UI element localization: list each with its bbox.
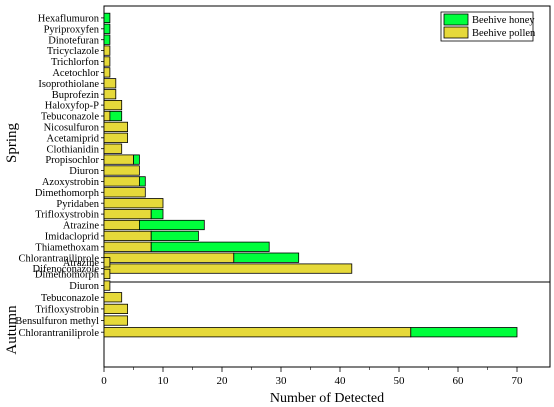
bar-honey-spring-chlorantraniliprole bbox=[233, 252, 300, 263]
category-label-spring-chlorantraniliprole: Chlorantraniliprole bbox=[19, 253, 100, 264]
x-tick-label: 0 bbox=[101, 375, 107, 387]
bar-pollen-spring-diuron bbox=[103, 165, 140, 176]
bar-pollen-spring-atrazine bbox=[103, 219, 140, 231]
legend-swatch-pollen bbox=[443, 26, 469, 39]
category-label-spring-imidacloprid: Imidacloprid bbox=[45, 232, 100, 243]
bar-pollen-spring-buprofezin bbox=[103, 89, 117, 100]
category-label-autumn-bensulfuron-methyl: Bensulfuron methyl bbox=[15, 316, 99, 327]
bar-honey-spring-pyriproxyfen bbox=[103, 23, 111, 34]
category-label-spring-clothianidin: Clothianidin bbox=[47, 144, 100, 155]
bar-pollen-autumn-chlorantraniliprole bbox=[103, 327, 412, 338]
category-label-spring-thiamethoxam: Thiamethoxam bbox=[35, 242, 99, 253]
category-label-autumn-chlorantraniliprole: Chlorantraniliprole bbox=[19, 328, 100, 339]
bar-pollen-spring-chlorantraniliprole bbox=[103, 252, 235, 263]
bar-pollen-autumn-diuron bbox=[103, 280, 111, 291]
group-label-autumn: Autumn bbox=[4, 305, 20, 355]
category-label-spring-isoprothiolane: Isoprothiolane bbox=[38, 79, 99, 90]
bar-pollen-spring-trifloxystrobin bbox=[103, 208, 152, 220]
bar-honey-spring-imidacloprid bbox=[150, 230, 199, 241]
bar-honey-spring-propisochlor bbox=[133, 154, 140, 165]
bar-pollen-spring-trichlorfon bbox=[103, 56, 111, 67]
bar-pollen-autumn-trifloxystrobin bbox=[103, 303, 129, 315]
bar-pollen-autumn-atrazine bbox=[103, 257, 111, 268]
x-tick-label: 30 bbox=[276, 375, 288, 387]
x-tick-label: 60 bbox=[453, 375, 465, 387]
category-label-autumn-dimethomorph: Dimethomorph bbox=[35, 270, 100, 281]
bar-pollen-spring-tebuconazole bbox=[103, 110, 111, 122]
category-label-spring-azoxystrobin: Azoxystrobin bbox=[42, 177, 100, 188]
bar-honey-spring-azoxystrobin bbox=[138, 176, 146, 187]
x-tick-label: 50 bbox=[394, 375, 406, 387]
bar-pollen-spring-clothianidin bbox=[103, 143, 123, 154]
category-label-spring-diuron: Diuron bbox=[69, 166, 99, 177]
bar-pollen-spring-haloxyfop-p bbox=[103, 100, 123, 111]
bar-pollen-autumn-bensulfuron-methyl bbox=[103, 315, 129, 326]
category-label-spring-buprofezin: Buprofezin bbox=[52, 90, 100, 101]
category-labels: HexaflumuronPyriproxyfenDinotefuranTricy… bbox=[15, 14, 104, 339]
plot-frame bbox=[103, 5, 551, 368]
bar-pollen-spring-acetamiprid bbox=[103, 132, 129, 143]
bar-pollen-spring-thiamethoxam bbox=[103, 241, 152, 252]
x-tick-label: 40 bbox=[335, 375, 347, 387]
group-label-spring: Spring bbox=[4, 123, 20, 164]
bar-honey-autumn-chlorantraniliprole bbox=[410, 327, 518, 338]
category-label-spring-trifloxystrobin: Trifloxystrobin bbox=[35, 210, 100, 221]
category-label-spring-propisochlor: Propisochlor bbox=[45, 155, 99, 166]
bar-honey-spring-thiamethoxam bbox=[150, 241, 270, 252]
category-label-autumn-atrazine: Atrazine bbox=[63, 258, 99, 269]
bar-pollen-spring-imidacloprid bbox=[103, 230, 152, 241]
category-label-spring-tebuconazole: Tebuconazole bbox=[41, 112, 99, 123]
legend: Beehive honey Beehive pollen bbox=[440, 11, 536, 42]
bar-honey-spring-tebuconazole bbox=[109, 110, 123, 122]
category-label-spring-acetochlor: Acetochlor bbox=[52, 68, 99, 79]
bar-honey-spring-atrazine bbox=[138, 219, 205, 231]
bar-pollen-autumn-tebuconazole bbox=[103, 292, 123, 303]
bar-pollen-spring-azoxystrobin bbox=[103, 176, 140, 187]
category-label-spring-tricyclazole: Tricyclazole bbox=[47, 46, 99, 57]
bar-pollen-spring-propisochlor bbox=[103, 154, 134, 165]
x-tick-label: 10 bbox=[158, 375, 170, 387]
x-axis-ticks: 0 10 20 30 40 50 60 70 bbox=[101, 367, 523, 387]
bar-pollen-spring-acetochlor bbox=[103, 67, 111, 78]
bars bbox=[103, 12, 518, 338]
bar-honey-spring-trifloxystrobin bbox=[150, 208, 164, 220]
bar-honey-spring-dinotefuran bbox=[103, 34, 111, 45]
category-label-spring-pyridaben: Pyridaben bbox=[56, 199, 99, 210]
category-label-spring-acetamiprid: Acetamiprid bbox=[47, 133, 100, 144]
plot-area: HexaflumuronPyriproxyfenDinotefuranTricy… bbox=[15, 5, 551, 387]
category-label-autumn-diuron: Diuron bbox=[69, 281, 99, 292]
bar-pollen-spring-difenoconazole bbox=[103, 263, 353, 274]
bar-pollen-spring-pyridaben bbox=[103, 198, 164, 209]
x-tick-label: 20 bbox=[217, 375, 229, 387]
legend-label-honey: Beehive honey bbox=[472, 15, 535, 26]
category-label-spring-pyriproxyfen: Pyriproxyfen bbox=[44, 24, 100, 35]
bar-pollen-spring-nicosulfuron bbox=[103, 121, 129, 132]
category-label-autumn-trifloxystrobin: Trifloxystrobin bbox=[35, 305, 100, 316]
bar-honey-spring-hexaflumuron bbox=[103, 12, 111, 23]
category-label-spring-difenoconazole: Difenoconazole bbox=[33, 264, 100, 275]
bar-pollen-autumn-dimethomorph bbox=[103, 268, 111, 280]
category-label-spring-haloxyfop-p: Haloxyfop-P bbox=[45, 101, 99, 112]
legend-label-pollen: Beehive pollen bbox=[472, 28, 536, 39]
category-label-spring-nicosulfuron: Nicosulfuron bbox=[44, 123, 100, 134]
legend-swatch-honey bbox=[443, 13, 469, 26]
category-label-spring-atrazine: Atrazine bbox=[63, 221, 99, 232]
category-label-spring-trichlorfon: Trichlorfon bbox=[51, 57, 100, 68]
bar-pollen-spring-isoprothiolane bbox=[103, 78, 117, 89]
x-axis-title: Number of Detected bbox=[270, 391, 384, 406]
category-label-autumn-tebuconazole: Tebuconazole bbox=[41, 293, 99, 304]
category-label-spring-dimethomorph: Dimethomorph bbox=[35, 188, 100, 199]
x-tick-label: 70 bbox=[512, 375, 524, 387]
bar-pollen-spring-dimethomorph bbox=[103, 187, 146, 198]
category-label-spring-dinotefuran: Dinotefuran bbox=[48, 35, 99, 46]
bar-pollen-spring-tricyclazole bbox=[103, 45, 111, 56]
category-label-spring-hexaflumuron: Hexaflumuron bbox=[38, 14, 100, 25]
